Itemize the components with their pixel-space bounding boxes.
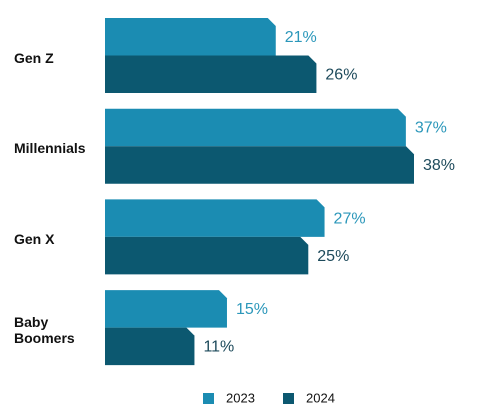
value-label: 37%	[415, 120, 447, 137]
value-label: 38%	[423, 157, 455, 174]
category-label: Baby Boomers	[14, 313, 75, 346]
legend-swatch	[203, 393, 214, 404]
value-label: 27%	[334, 210, 366, 227]
bar	[105, 199, 325, 237]
bar	[105, 146, 414, 184]
bar	[105, 108, 406, 147]
value-label: 25%	[317, 248, 349, 265]
value-label: 26%	[325, 66, 357, 83]
legend-label: 2023	[226, 390, 255, 405]
bar	[105, 18, 276, 56]
bar	[105, 55, 317, 93]
value-label: 11%	[203, 339, 234, 356]
value-label: 15%	[236, 301, 268, 318]
value-label: 21%	[285, 29, 317, 46]
bar	[105, 327, 195, 366]
category-label: Millennials	[14, 140, 86, 157]
bar	[105, 236, 309, 275]
legend-swatch	[283, 393, 294, 404]
category-label: Gen Z	[14, 49, 54, 66]
bar	[105, 290, 227, 328]
category-label: Gen X	[14, 230, 55, 247]
legend-label: 2024	[306, 390, 335, 405]
